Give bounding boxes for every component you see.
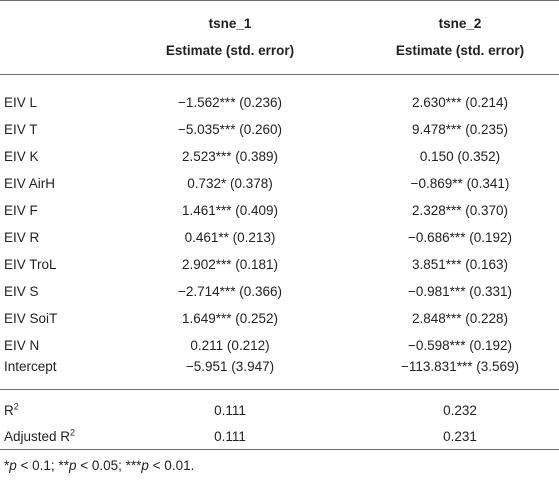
adj-r2-tsne1-value: 0.111 — [214, 429, 246, 444]
bottom-rule — [0, 449, 559, 450]
row-tsne2-value: 9.478*** (0.235) — [411, 122, 509, 137]
r2-label: R2 — [4, 401, 19, 418]
row-label: EIV L — [4, 95, 38, 110]
row-tsne2-value: −113.831*** (3.569) — [401, 359, 519, 374]
row-tsne1-value: 1.649*** (0.252) — [181, 311, 279, 326]
row-label: Intercept — [4, 359, 57, 374]
r2-tsne1-value: 0.111 — [214, 403, 246, 418]
row-label: EIV SoiT — [4, 311, 58, 326]
row-label: EIV K — [4, 149, 39, 164]
row-tsne2-value: 0.150 (0.352) — [419, 149, 501, 164]
row-label: EIV S — [4, 284, 39, 299]
row-tsne1-value: 2.523*** (0.389) — [181, 149, 279, 164]
row-tsne2-value: −0.981*** (0.331) — [408, 284, 512, 299]
row-tsne1-value: 0.461** (0.213) — [184, 230, 276, 245]
col2-title: tsne_2 — [438, 16, 482, 31]
significance-footnote: *p < 0.1; **p < 0.05; ***p < 0.01. — [4, 458, 195, 473]
row-tsne1-value: 1.461*** (0.409) — [181, 203, 279, 218]
r2-tsne2-value: 0.232 — [443, 403, 477, 418]
stats-rule — [0, 389, 559, 390]
row-label: EIV N — [4, 338, 40, 353]
col1-subtitle: Estimate (std. error) — [165, 43, 295, 58]
row-tsne2-value: 2.848*** (0.228) — [411, 311, 509, 326]
row-tsne2-value: −0.598*** (0.192) — [408, 338, 512, 353]
row-label: EIV TroL — [4, 257, 57, 272]
row-tsne2-value: 2.328*** (0.370) — [411, 203, 509, 218]
row-tsne2-value: −0.869** (0.341) — [410, 176, 510, 191]
row-label: EIV R — [4, 230, 40, 245]
row-tsne1-value: 0.211 (0.212) — [190, 338, 270, 353]
row-tsne2-value: 2.630*** (0.214) — [411, 95, 509, 110]
row-tsne1-value: 2.902*** (0.181) — [181, 257, 279, 272]
top-rule — [0, 0, 559, 1]
row-tsne2-value: −0.686*** (0.192) — [408, 230, 512, 245]
row-tsne1-value: −5.951 (3.947) — [185, 359, 275, 374]
col1-title: tsne_1 — [208, 16, 252, 31]
row-tsne1-value: −2.714*** (0.366) — [178, 284, 282, 299]
row-label: EIV F — [4, 203, 38, 218]
row-label: EIV T — [4, 122, 38, 137]
header-rule — [0, 74, 559, 75]
row-tsne1-value: 0.732* (0.378) — [187, 176, 273, 191]
adj-r2-tsne2-value: 0.231 — [443, 429, 477, 444]
row-tsne1-value: −5.035*** (0.260) — [178, 122, 282, 137]
row-label: EIV AirH — [4, 176, 56, 191]
row-tsne1-value: −1.562*** (0.236) — [178, 95, 282, 110]
adj-r2-label: Adjusted R2 — [4, 427, 76, 444]
col2-subtitle: Estimate (std. error) — [395, 43, 525, 58]
row-tsne2-value: 3.851*** (0.163) — [411, 257, 509, 272]
